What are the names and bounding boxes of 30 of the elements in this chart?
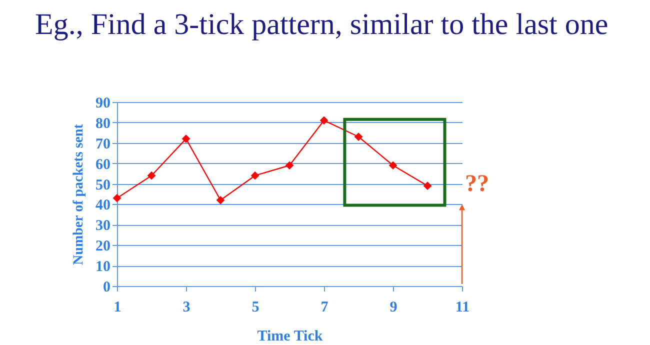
y-tick-label: 90: [96, 96, 110, 112]
y-tick-label: 30: [96, 218, 110, 234]
y-tick-label: 60: [96, 156, 110, 173]
point: [423, 182, 432, 190]
y-tick-label: 50: [96, 177, 110, 194]
text: ??: [465, 171, 489, 198]
y-tick-label: 10: [96, 259, 110, 276]
y-axis-title: Number of packets sent: [72, 124, 86, 265]
point: [112, 194, 122, 202]
chart-title: Eg., Find a 3-tick pattern, similar to the last one: [35, 8, 608, 42]
point: [182, 134, 190, 143]
y-tick-label: 0: [103, 280, 110, 296]
point: [147, 171, 156, 180]
x-tick-label: 11: [455, 300, 470, 316]
point: [285, 161, 294, 170]
point: [320, 116, 328, 125]
y-tick-label: 20: [96, 238, 110, 255]
x-tick-label: 5: [252, 300, 260, 316]
x-tick-label: 9: [390, 300, 398, 316]
y-tick-label: 40: [96, 198, 110, 214]
point: [250, 171, 260, 180]
x-tick-label: 1: [114, 300, 122, 316]
y-tick-label: 80: [96, 116, 110, 132]
x-tick-label: 3: [182, 300, 190, 316]
y-tick-label: 70: [96, 136, 110, 152]
x-axis-title: Time Tick: [257, 328, 324, 344]
point: [216, 196, 225, 204]
x-tick-label: 7: [320, 300, 329, 316]
point: [354, 132, 363, 141]
point: [388, 161, 398, 170]
